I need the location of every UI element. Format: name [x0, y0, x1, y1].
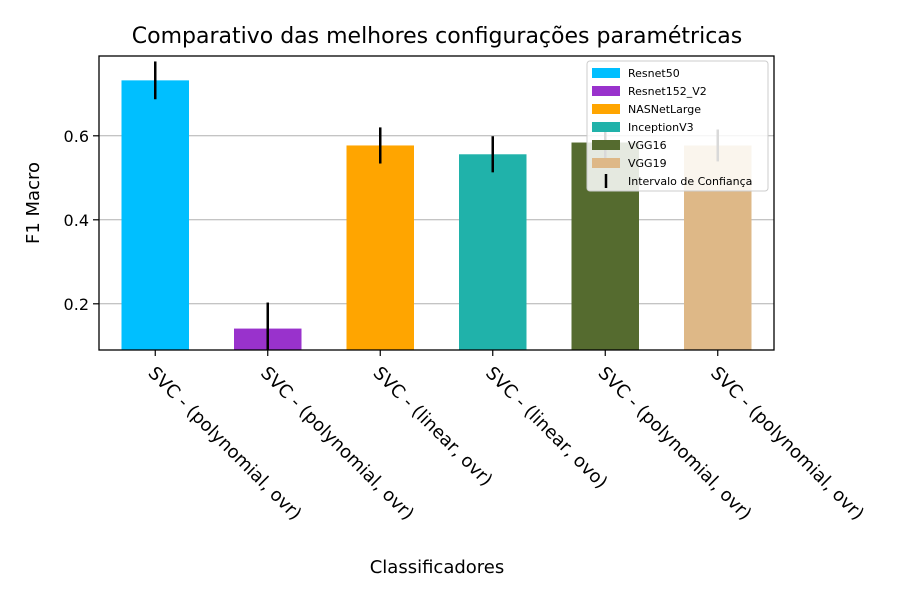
y-axis-label: F1 Macro [23, 162, 44, 244]
legend-swatch [592, 140, 620, 150]
plot-frame [98, 55, 775, 351]
legend-swatch [592, 68, 620, 78]
bars [121, 80, 752, 351]
x-axis-ticks: SVC - (polynomial, ovr)SVC - (polynomial… [144, 350, 868, 525]
legend-label-errorbar: Intervalo de Confiança [628, 175, 752, 188]
legend-swatch [592, 122, 620, 132]
legend-swatch [592, 158, 620, 168]
bar-resnet50 [121, 80, 189, 351]
legend-label: VGG16 [628, 139, 667, 152]
bar-inceptionv3 [459, 154, 527, 350]
legend-swatch [592, 86, 620, 96]
x-tick-label: SVC - (linear, ovo) [481, 363, 611, 493]
chart-title: Comparativo das melhores configurações p… [132, 24, 742, 49]
legend-label: Resnet50 [628, 67, 680, 80]
x-tick-label: SVC - (linear, ovr) [369, 363, 497, 491]
y-tick-label: 0.2 [64, 295, 89, 314]
legend-label: InceptionV3 [628, 121, 694, 134]
y-tick-label: 0.6 [64, 127, 89, 146]
x-axis-label: Classificadores [370, 557, 505, 578]
legend: Resnet50 Resnet152_V2 NASNetLarge Inception… [586, 60, 769, 192]
bar-nasnetlarge [346, 145, 414, 350]
y-axis-ticks: 0.2 0.4 0.6 [64, 127, 99, 314]
legend-label: NASNetLarge [628, 103, 701, 116]
legend-box [586, 60, 769, 192]
legend-label: Resnet152_V2 [628, 85, 707, 98]
legend-swatch [592, 104, 620, 114]
legend-label: VGG19 [628, 157, 667, 170]
y-tick-label: 0.4 [64, 211, 89, 230]
